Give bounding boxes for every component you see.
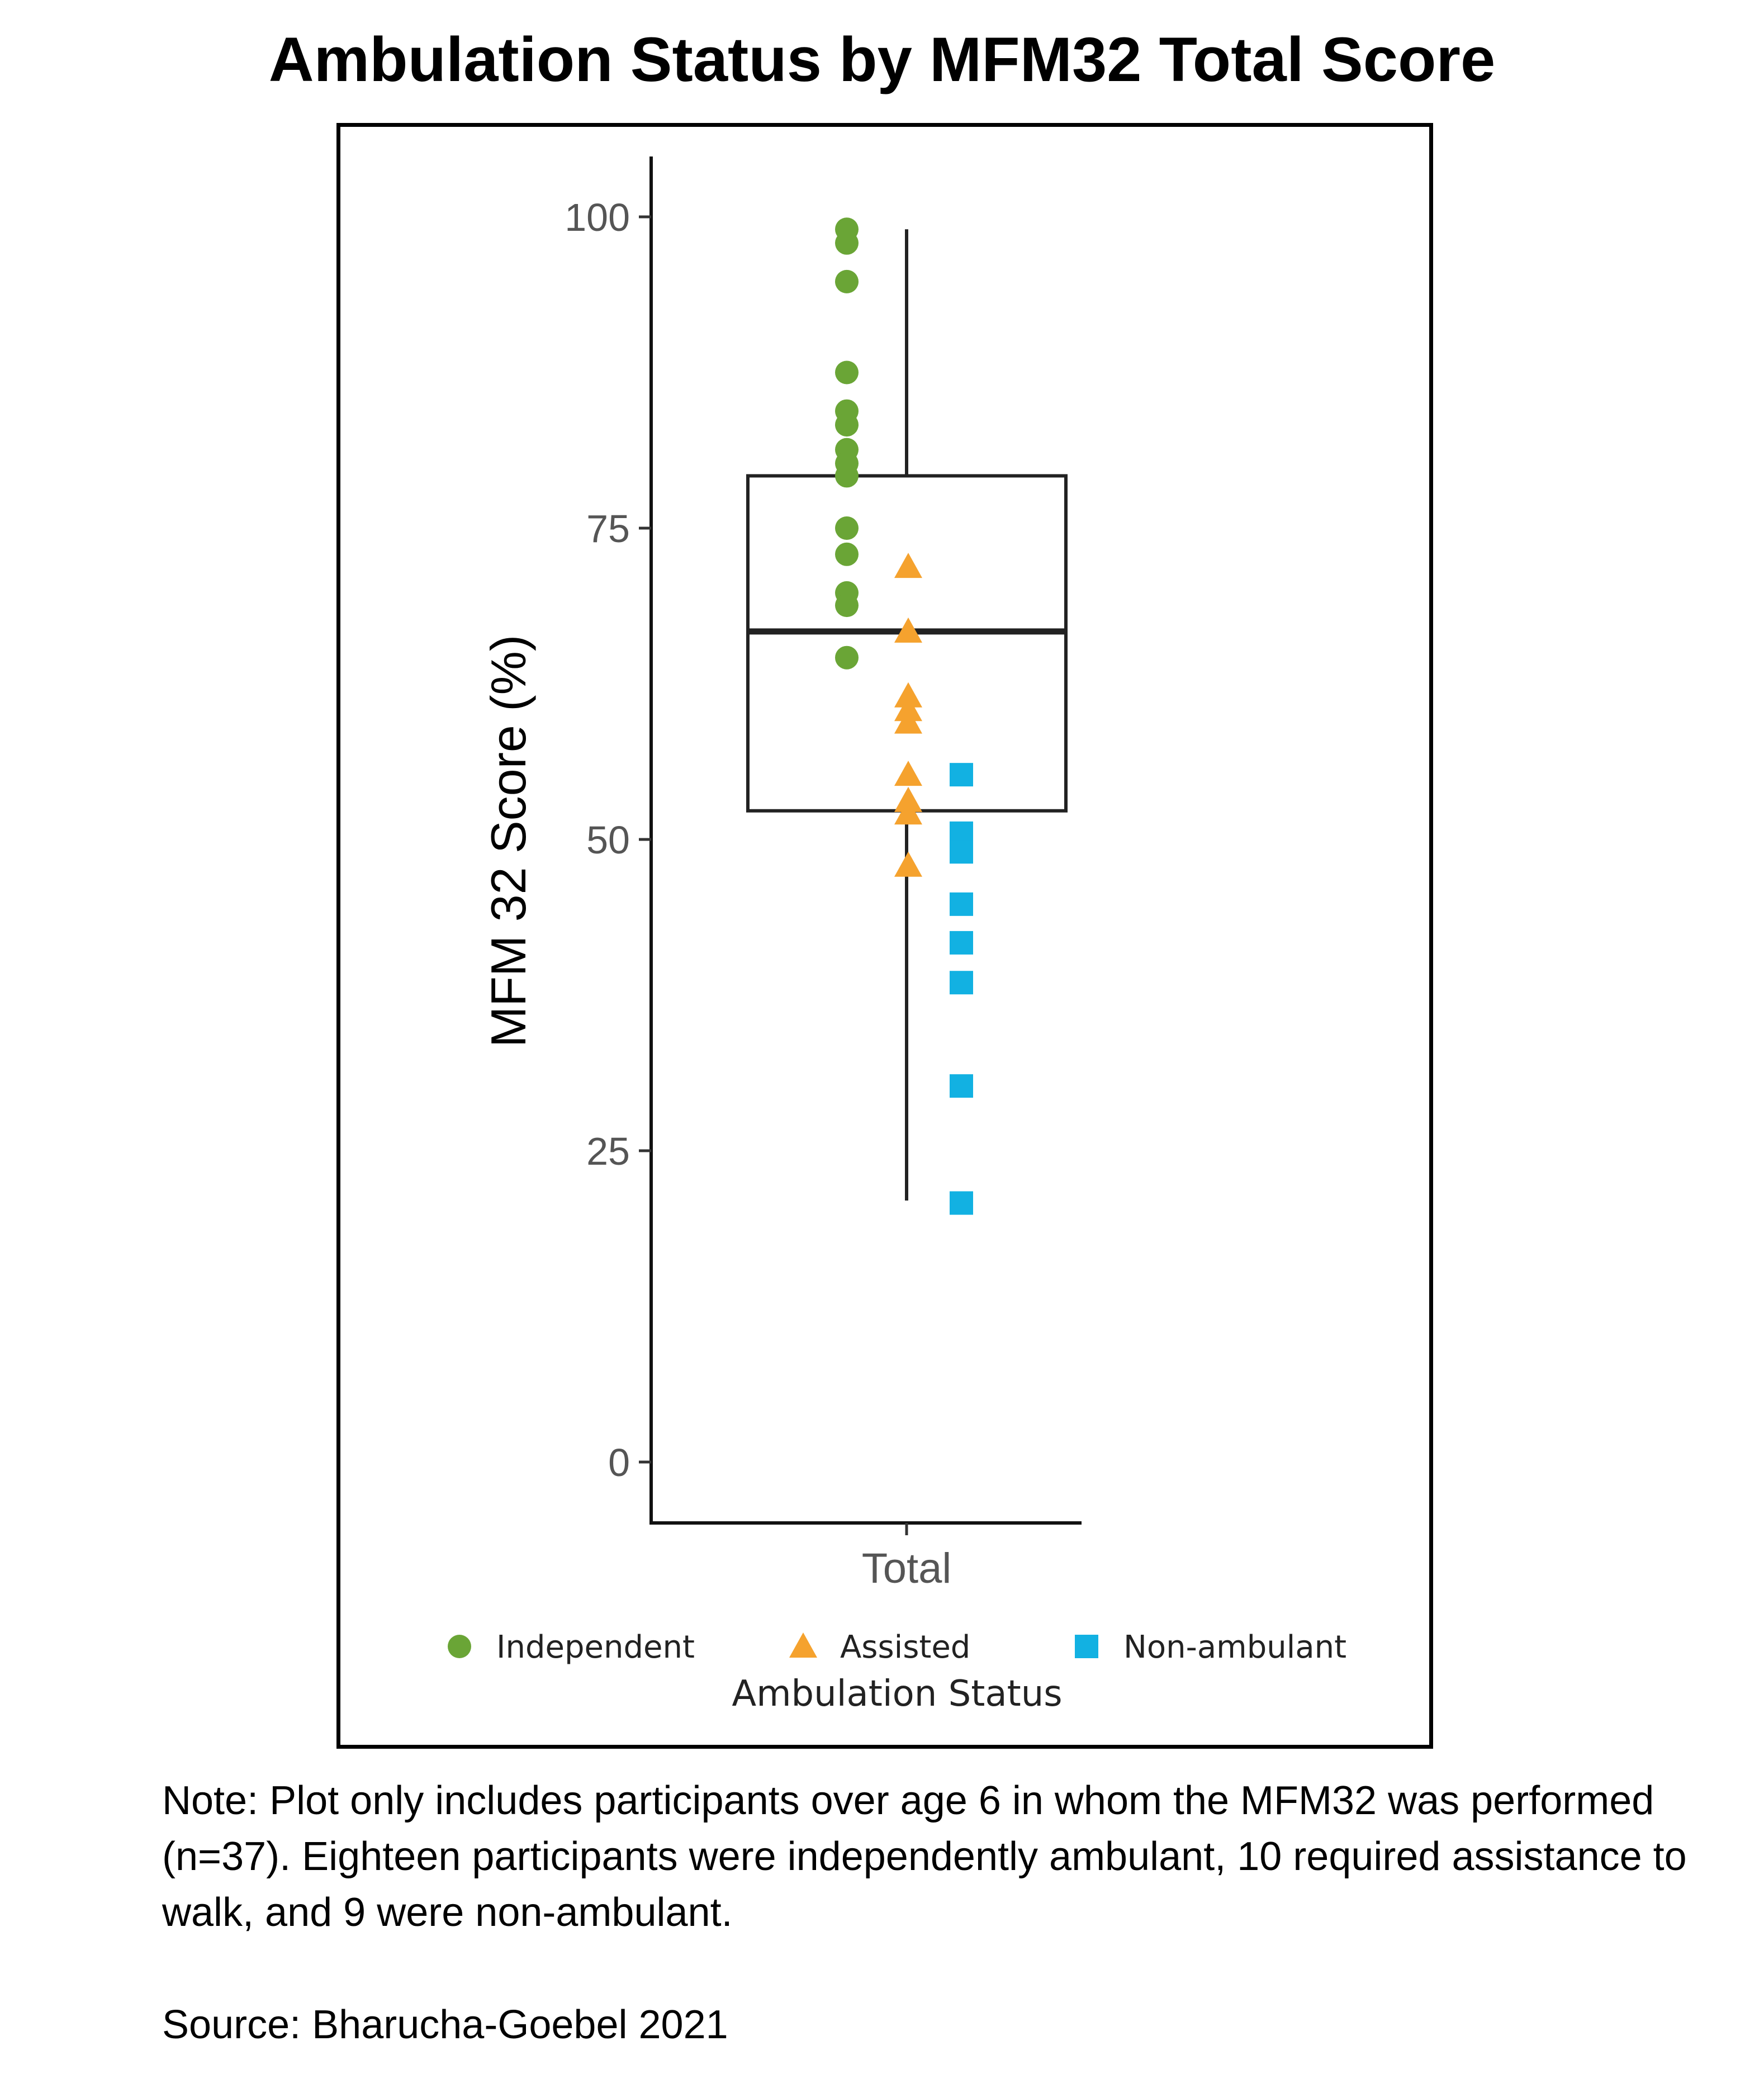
data-point-independent <box>835 646 859 670</box>
y-axis-label: MFM 32 Score (%) <box>481 635 536 1047</box>
data-point-non-ambulant <box>950 1074 973 1098</box>
legend-key-assisted <box>789 1632 817 1658</box>
data-point-assisted <box>894 851 922 877</box>
y-tick-label: 50 <box>586 818 630 862</box>
data-point-assisted <box>894 708 922 734</box>
legend: Independent Assisted Non-ambulant <box>448 1629 1346 1665</box>
y-tick-label: 0 <box>608 1441 630 1484</box>
data-point-independent <box>835 464 859 488</box>
data-point-independent <box>835 269 859 293</box>
data-point-assisted <box>894 799 922 825</box>
data-point-non-ambulant <box>950 931 973 955</box>
chart-title: Ambulation Status by MFM32 Total Score <box>268 25 1496 94</box>
data-point-independent <box>835 542 859 566</box>
legend-title: Ambulation Status <box>732 1673 1062 1715</box>
data-point-assisted <box>894 617 922 643</box>
axes: 0 25 50 75 100 Total <box>565 156 1082 1592</box>
data-point-non-ambulant <box>950 840 973 864</box>
data-point-non-ambulant <box>950 763 973 787</box>
data-point-assisted <box>894 553 922 578</box>
legend-key-independent <box>448 1635 471 1658</box>
legend-label: Independent <box>496 1629 695 1665</box>
figure-note: Note: Plot only includes participants ov… <box>162 1778 1687 1935</box>
x-tick-label: Total <box>862 1545 952 1592</box>
data-points <box>835 217 973 1215</box>
figure-source: Source: Bharucha-Goebel 2021 <box>162 2002 728 2047</box>
data-point-independent <box>835 360 859 385</box>
data-point-non-ambulant <box>950 892 973 916</box>
data-point-non-ambulant <box>950 1191 973 1215</box>
data-point-independent <box>835 516 859 540</box>
y-tick-label: 100 <box>565 196 630 239</box>
data-point-non-ambulant <box>950 971 973 995</box>
data-point-assisted <box>894 761 922 786</box>
legend-label: Non-ambulant <box>1123 1629 1346 1665</box>
y-tick-label: 75 <box>586 507 630 550</box>
data-point-independent <box>835 413 859 437</box>
plot-frame <box>336 123 1433 1749</box>
legend-key-non-ambulant <box>1075 1635 1098 1658</box>
box-iqr <box>746 474 1068 813</box>
legend-label: Assisted <box>840 1629 970 1665</box>
y-tick-label: 25 <box>586 1129 630 1173</box>
chart-svg: 0 25 50 75 100 Total MFM 32 Score (%) Indepen… <box>448 156 1346 1715</box>
data-point-independent <box>835 594 859 618</box>
data-point-independent <box>835 231 859 255</box>
data-point-assisted <box>894 682 922 708</box>
